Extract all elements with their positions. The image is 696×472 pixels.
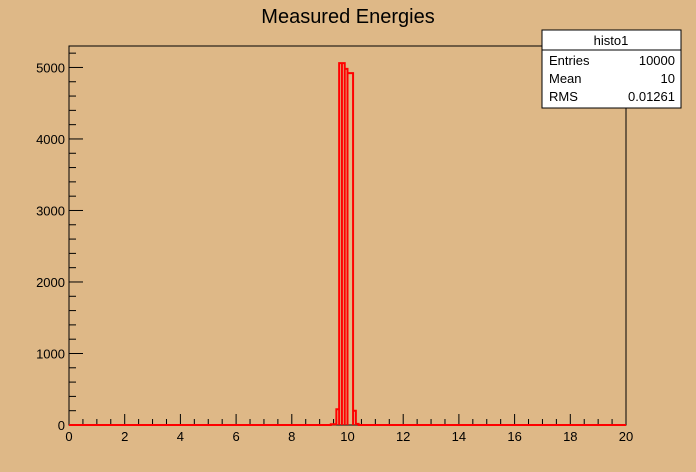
y-tick-label: 3000 <box>36 203 65 218</box>
stats-box-frame <box>541 29 682 109</box>
x-tick-labels: 0 2 4 6 8 10 12 14 16 18 20 <box>65 429 633 444</box>
stats-box: histo1 Entries 10000 Mean 10 RMS 0.01261 <box>541 29 682 109</box>
x-tick-label: 18 <box>563 429 577 444</box>
stats-entries-value: 10000 <box>639 53 675 68</box>
x-tick-label: 12 <box>396 429 410 444</box>
x-tick-label: 20 <box>619 429 633 444</box>
stats-rms-value: 0.01261 <box>628 89 675 104</box>
y-tick-label: 0 <box>58 418 65 433</box>
x-tick-label: 14 <box>452 429 466 444</box>
y-tick-label: 4000 <box>36 132 65 147</box>
stats-mean-value: 10 <box>661 71 675 86</box>
x-tick-label: 4 <box>177 429 184 444</box>
stats-entries-label: Entries <box>549 53 590 68</box>
stats-mean-label: Mean <box>549 71 582 86</box>
y-tick-label: 1000 <box>36 346 65 361</box>
x-tick-label: 0 <box>65 429 72 444</box>
stats-rms-label: RMS <box>549 89 578 104</box>
x-tick-label: 10 <box>340 429 354 444</box>
chart-title: Measured Energies <box>261 6 434 28</box>
y-tick-label: 2000 <box>36 275 65 290</box>
y-tick-label: 5000 <box>36 60 65 75</box>
y-tick-labels: 0 1000 2000 3000 4000 5000 <box>36 60 65 433</box>
histogram-series-line <box>69 62 626 426</box>
x-tick-label: 6 <box>232 429 239 444</box>
x-tick-label: 2 <box>121 429 128 444</box>
x-tick-label: 16 <box>507 429 521 444</box>
stats-box-title: histo1 <box>594 33 629 48</box>
x-tick-label: 8 <box>288 429 295 444</box>
plot-area <box>69 62 626 426</box>
